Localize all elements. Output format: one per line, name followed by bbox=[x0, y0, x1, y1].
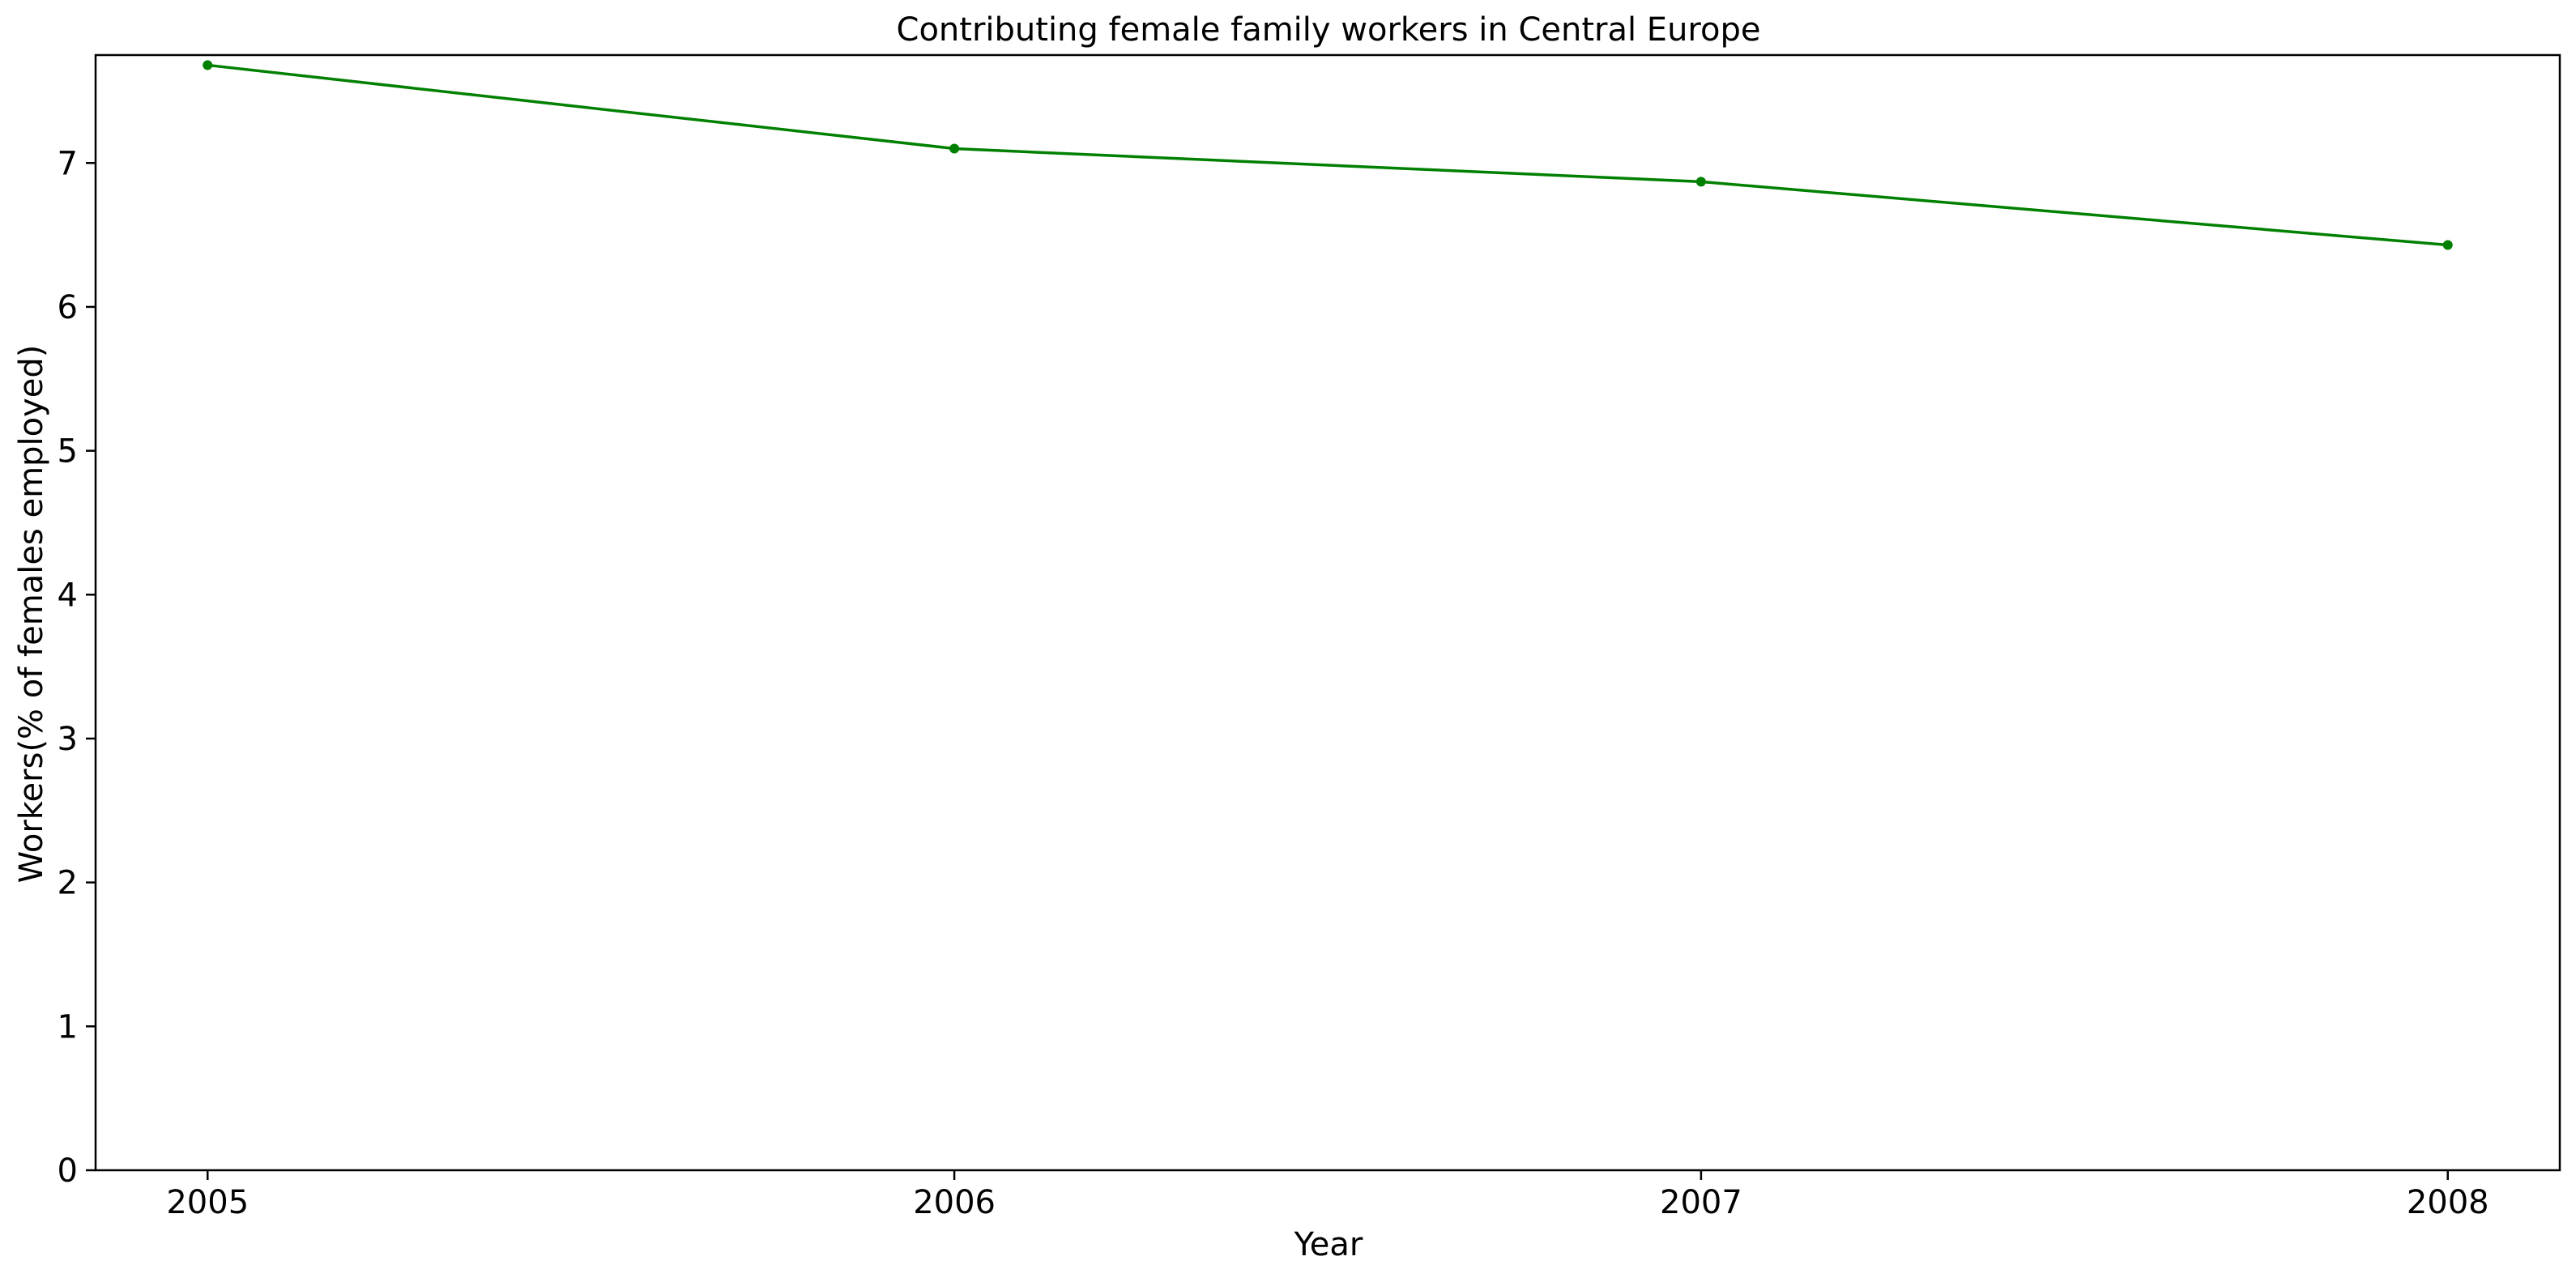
y-tick-label: 4 bbox=[58, 577, 78, 614]
chart-title: Contributing female family workers in Ce… bbox=[897, 11, 1761, 49]
x-tick-label: 2005 bbox=[166, 1184, 249, 1221]
series-line bbox=[206, 63, 2450, 247]
x-axis-ticks: 2005 2006 2007 2008 bbox=[166, 1170, 2489, 1221]
y-tick-label: 0 bbox=[58, 1152, 78, 1190]
x-tick-label: 2008 bbox=[2407, 1184, 2489, 1221]
data-point bbox=[203, 60, 213, 70]
data-point bbox=[949, 143, 960, 154]
y-axis-ticks: 0 1 2 3 4 5 6 7 bbox=[58, 145, 96, 1190]
y-tick-label: 6 bbox=[58, 289, 78, 326]
y-tick-label: 3 bbox=[58, 721, 78, 758]
y-tick-label: 1 bbox=[58, 1008, 78, 1046]
series-layer bbox=[203, 60, 2453, 250]
plot-frame bbox=[94, 53, 2561, 1172]
data-point bbox=[1695, 177, 1706, 187]
x-tick-label: 2006 bbox=[913, 1184, 996, 1221]
y-tick-label: 2 bbox=[58, 865, 78, 902]
y-axis-label: Workers(% of females employed) bbox=[13, 345, 50, 884]
y-tick-label: 5 bbox=[58, 433, 78, 471]
x-axis-label: Year bbox=[1294, 1226, 1363, 1263]
x-tick-label: 2007 bbox=[1660, 1184, 1742, 1221]
y-tick-label: 7 bbox=[58, 145, 78, 182]
data-point bbox=[2442, 240, 2453, 250]
